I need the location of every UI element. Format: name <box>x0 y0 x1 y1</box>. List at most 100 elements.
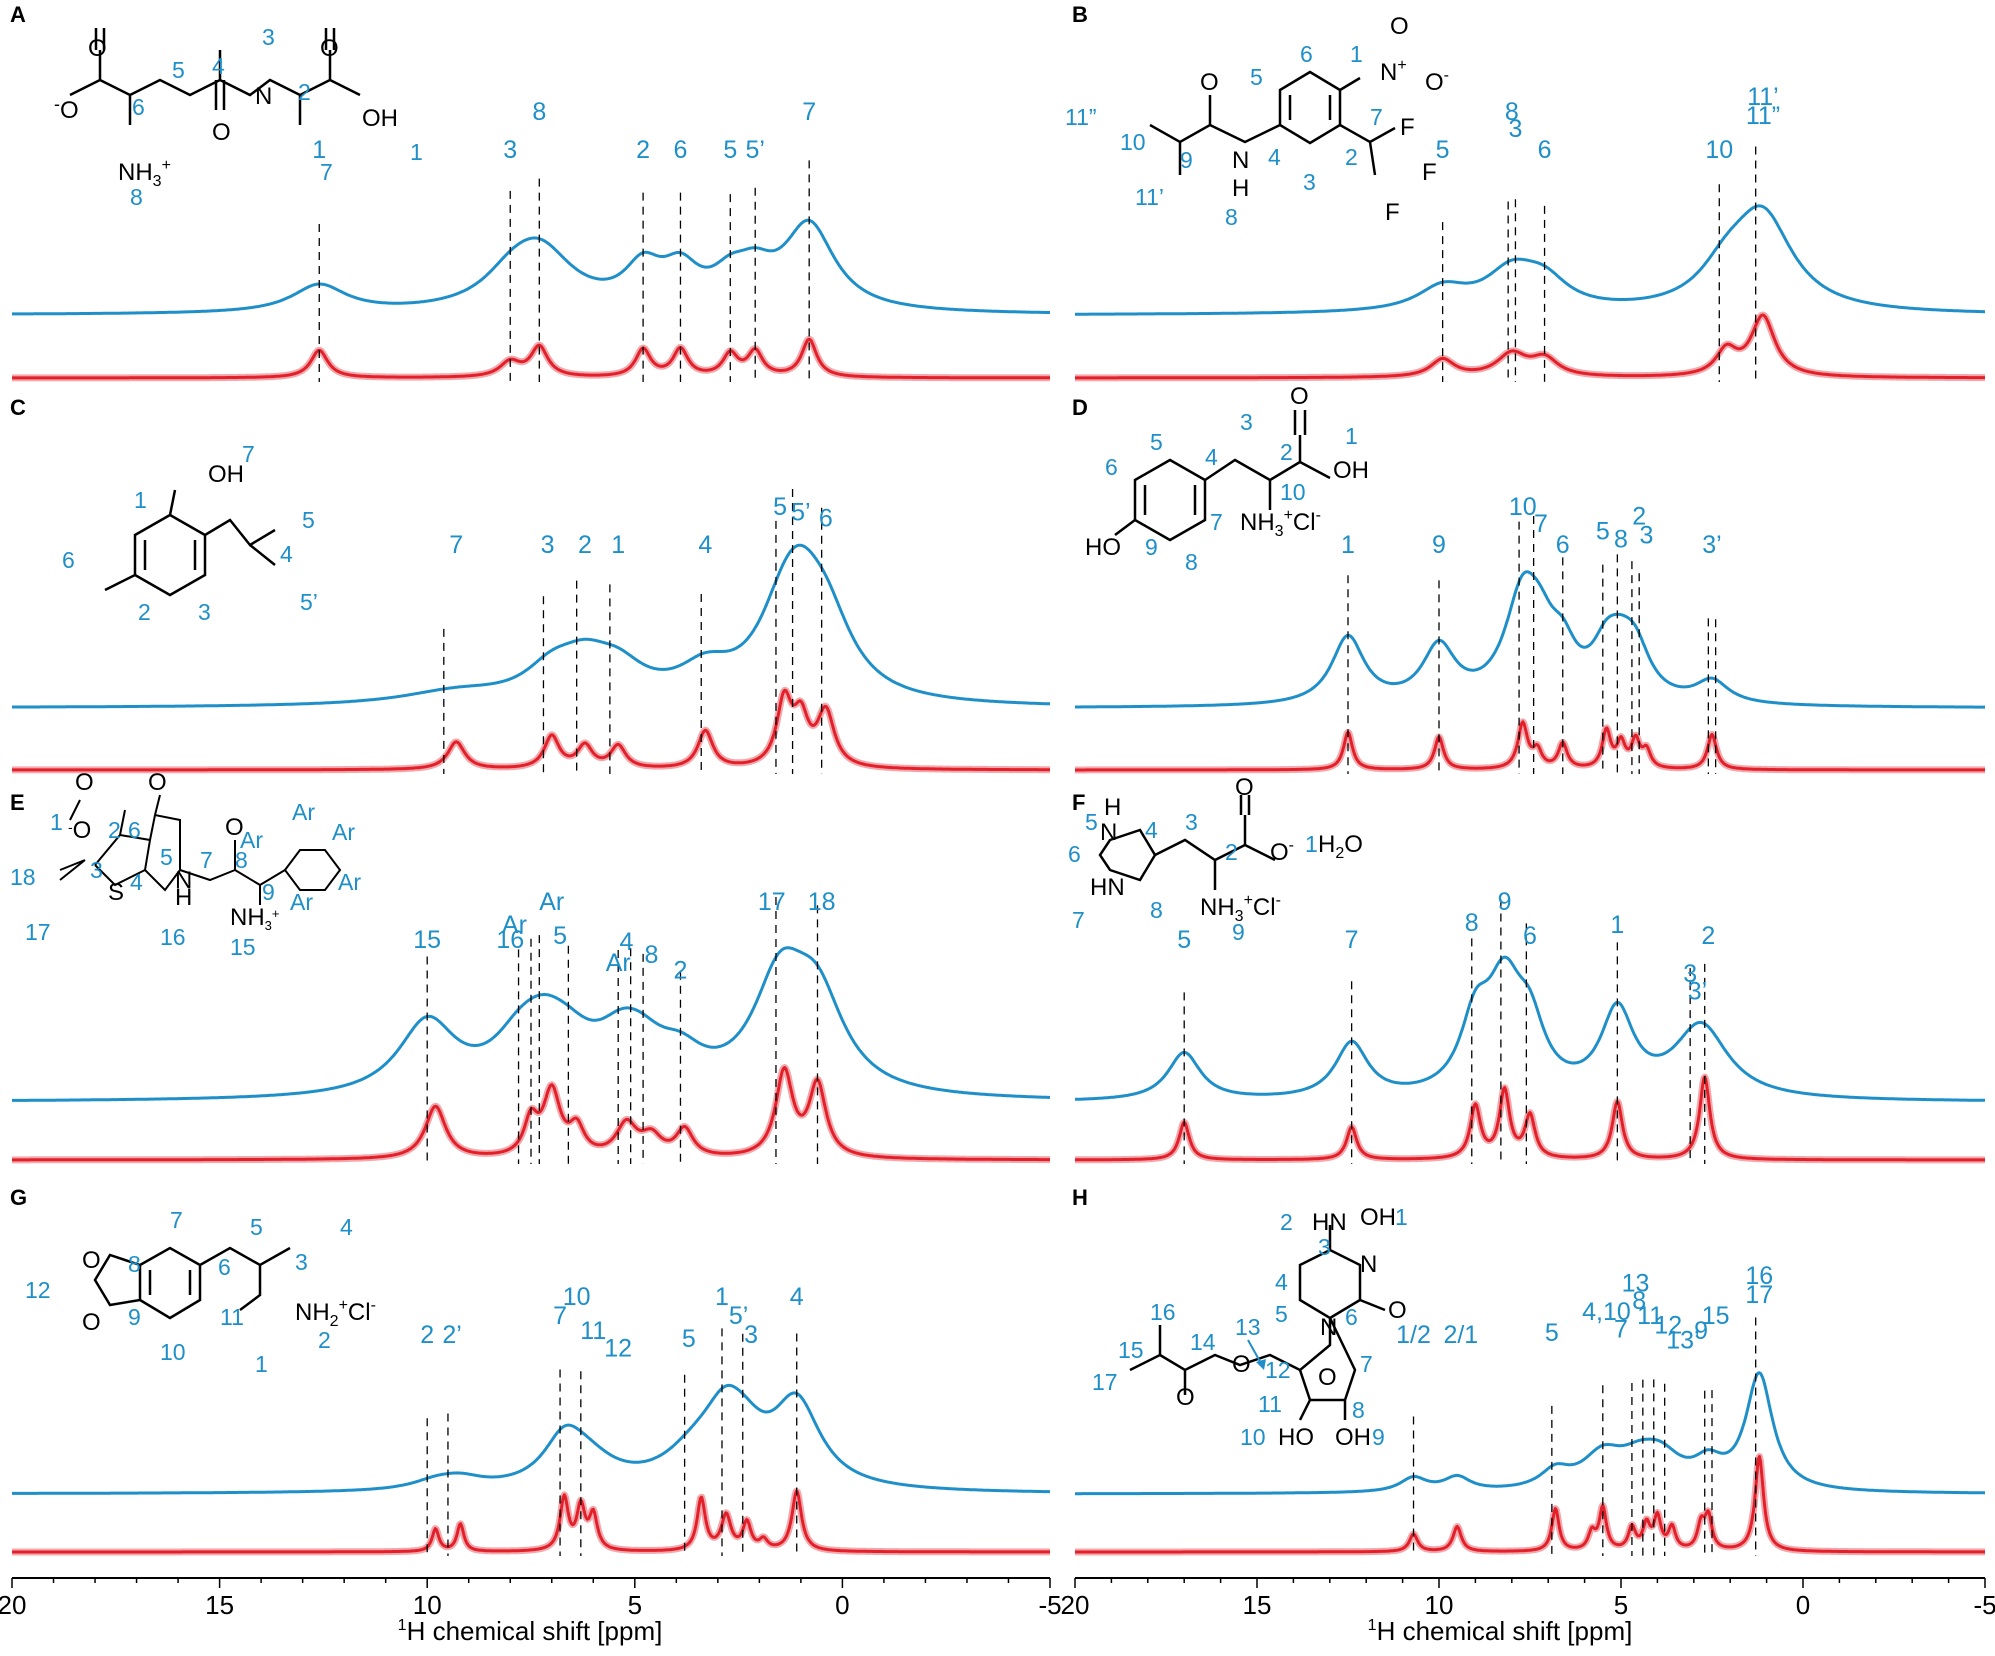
peak-label: 17 <box>758 888 786 916</box>
mol-c-num-7: 7 <box>242 441 255 467</box>
mol-e-num-4: 4 <box>130 869 143 895</box>
peak-label: 11 <box>1637 1302 1663 1330</box>
peak-label: 4 <box>620 928 634 956</box>
mol-a-num-5: 5 <box>172 57 185 83</box>
mol-f-num-9: 9 <box>1232 919 1245 945</box>
peak-label: 16 <box>1745 1262 1773 1290</box>
tick-label: -5 <box>1038 1590 1061 1620</box>
peak-label: 2’ <box>442 1321 461 1349</box>
peak-label: 10 <box>1705 136 1733 164</box>
series-band-a <box>9 335 1053 382</box>
mol-c-num-1: 1 <box>134 487 147 513</box>
mol-f-o: O <box>1235 774 1254 801</box>
mol-e-n-amide: N <box>175 867 192 894</box>
peak-label: 11’ <box>1747 83 1779 111</box>
mol-e-num-3: 3 <box>90 857 103 883</box>
peak-label: 9 <box>1498 888 1512 916</box>
mol-c-num-5p: 5’ <box>300 589 318 615</box>
peak-label: 10 <box>563 1283 591 1311</box>
mol-h-num-12: 12 <box>1265 1357 1291 1383</box>
mol-e-o-top: O <box>75 769 94 796</box>
mol-b-num-3: 3 <box>1303 169 1316 195</box>
peak-label: 6 <box>1523 922 1537 950</box>
mol-g-o-top: O <box>82 1247 101 1274</box>
panel-letter-e: E <box>10 790 25 815</box>
mol-f-num-1: 1 <box>1305 831 1318 857</box>
mol-h-arrowhead <box>1256 1359 1266 1370</box>
mol-d-num-8: 8 <box>1185 549 1198 575</box>
peak-label: 13 <box>1622 1270 1650 1298</box>
peak-label: 8 <box>644 941 658 969</box>
tick-label: 15 <box>1243 1590 1272 1620</box>
mol-b-num-11dd: 11” <box>1065 104 1097 130</box>
tick-label: 5 <box>628 1590 642 1620</box>
x-axis-label-right: 1H chemical shift [ppm] <box>1368 1616 1633 1646</box>
series-line-red-g <box>11 1489 1051 1554</box>
x-axis-label-text: H chemical shift [ppm] <box>1377 1616 1633 1646</box>
mol-d-num-1: 1 <box>1345 423 1358 449</box>
panel-c: 7 3 2 1 45 5’ 6 <box>9 489 1053 774</box>
series-line-red-b <box>1074 313 1986 380</box>
mol-e-o-amide: O <box>225 814 244 841</box>
mol-c-oh: OH <box>208 461 244 488</box>
peak-label: 5 <box>723 136 737 164</box>
molecule-labels-g: O O NH2+Cl- 7 5 4 3 6 8 12 9 11 2 10 1 <box>25 1207 376 1377</box>
peak-label: 2 <box>420 1321 434 1349</box>
peak-label: 3 <box>503 136 517 164</box>
series-line-red-a <box>11 337 1051 380</box>
mol-f-num-4: 4 <box>1145 817 1158 843</box>
mol-e-num-5: 5 <box>160 844 173 870</box>
molecule-structure-d <box>1114 410 1331 542</box>
peak-label: 5’ <box>745 136 764 164</box>
peak-label: 9 <box>1432 531 1446 559</box>
peak-label: 8 <box>1505 98 1519 126</box>
mol-b-num-9: 9 <box>1180 147 1193 173</box>
peak-label: 2 <box>636 136 650 164</box>
mol-c-num-6: 6 <box>62 547 75 573</box>
mol-f-num-8: 8 <box>1150 897 1163 923</box>
peak-label: 15 <box>413 926 441 954</box>
peak-label: 7 <box>1345 926 1359 954</box>
mol-h-num-10: 10 <box>1240 1424 1266 1450</box>
x-axis-label-sup: 1 <box>1368 1617 1377 1634</box>
mol-b-o-amide: O <box>1200 69 1219 96</box>
peak-label: 3’ <box>1688 977 1707 1005</box>
mol-e-ar-2: Ar <box>292 799 315 825</box>
peak-label: 3 <box>744 1321 758 1349</box>
molecule-structure-b <box>1149 70 1396 176</box>
peak-label: 1 <box>611 531 625 559</box>
mol-e-num-1: 1 <box>50 809 63 835</box>
mol-g-num-12: 12 <box>25 1277 51 1303</box>
mol-h-num-4: 4 <box>1275 1269 1288 1295</box>
series-band-f <box>1072 1073 1988 1164</box>
peak-label: 5 <box>1436 136 1450 164</box>
mol-h-o-ester: O <box>1232 1351 1251 1378</box>
mol-b-nh: N <box>1232 147 1249 174</box>
mol-f-o-minus: O- <box>1270 837 1294 866</box>
series-band-c <box>9 686 1053 774</box>
series-line-red-c <box>11 688 1051 772</box>
peak-label: 11” <box>1746 102 1780 130</box>
peak-label: 11 <box>580 1317 606 1345</box>
mol-h-n-2: N <box>1320 1314 1337 1341</box>
mol-g-num-3: 3 <box>295 1249 308 1275</box>
peak-label: 7 <box>553 1302 567 1330</box>
molecule-labels-e: -O O O O S N H NH3+ 1 2 6 5 3 4 7 8 9 18… <box>10 769 361 960</box>
mol-e-num-2: 2 <box>108 817 121 843</box>
tick-label: 10 <box>1425 1590 1454 1620</box>
series-line-blue-b <box>1074 204 1986 316</box>
mol-f-nh: N <box>1100 819 1117 846</box>
peak-label: 8 <box>532 98 546 126</box>
mol-g-num-7: 7 <box>170 1207 183 1233</box>
mol-h-num-7: 7 <box>1360 1351 1373 1377</box>
molecule-labels-b: N+ O O- O N H F F F 6 1 5 3 2 4 7 9 10 8… <box>1065 13 1449 230</box>
series-line-red-d <box>1074 720 1986 772</box>
series-line-red-f <box>1074 1075 1986 1162</box>
mol-c-num-4: 4 <box>280 541 293 567</box>
peak-label: 17 <box>1745 1281 1773 1309</box>
series-band-b <box>1072 311 1988 382</box>
mol-f-num-7: 7 <box>1072 907 1085 933</box>
